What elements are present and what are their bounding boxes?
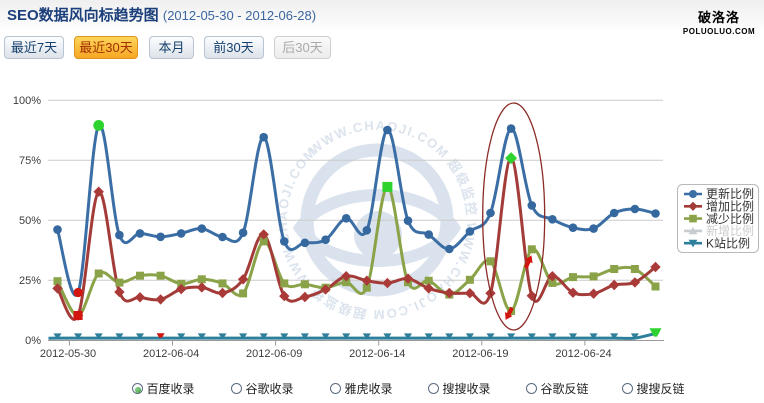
svg-text:100%: 100% bbox=[13, 95, 41, 107]
svg-text:75%: 75% bbox=[19, 155, 41, 167]
svg-text:2012-06-24: 2012-06-24 bbox=[555, 348, 611, 360]
svg-text:更新比例: 更新比例 bbox=[706, 186, 754, 201]
svg-text:增加比例: 增加比例 bbox=[706, 200, 754, 214]
svg-text:2012-06-09: 2012-06-09 bbox=[246, 348, 302, 360]
svg-text:新增比例: 新增比例 bbox=[706, 223, 754, 238]
svg-text:K站比例: K站比例 bbox=[706, 236, 750, 250]
svg-text:2012-06-14: 2012-06-14 bbox=[349, 348, 405, 360]
svg-text:2012-06-04: 2012-06-04 bbox=[143, 348, 199, 360]
svg-text:0%: 0% bbox=[25, 335, 41, 347]
svg-text:25%: 25% bbox=[19, 275, 41, 287]
svg-text:2012-05-30: 2012-05-30 bbox=[40, 348, 96, 360]
svg-text:2012-06-19: 2012-06-19 bbox=[452, 348, 508, 360]
svg-text:减少比例: 减少比例 bbox=[706, 212, 754, 226]
svg-text:50%: 50% bbox=[19, 215, 41, 227]
